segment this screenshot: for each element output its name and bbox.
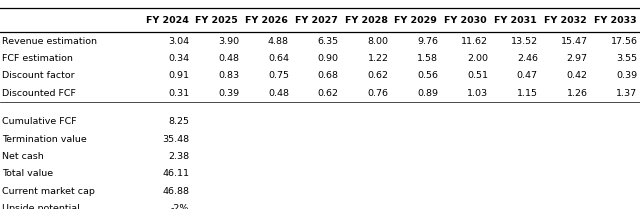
Text: 15.47: 15.47 <box>561 37 588 46</box>
Text: 0.83: 0.83 <box>218 71 239 80</box>
Text: 2.00: 2.00 <box>467 54 488 63</box>
Text: FY 2031: FY 2031 <box>494 16 537 25</box>
Text: 1.37: 1.37 <box>616 89 637 98</box>
Text: 0.75: 0.75 <box>268 71 289 80</box>
Text: Termination value: Termination value <box>2 135 86 144</box>
Text: 46.88: 46.88 <box>163 187 189 196</box>
Text: 3.90: 3.90 <box>218 37 239 46</box>
Text: Discounted FCF: Discounted FCF <box>2 89 76 98</box>
Text: 8.00: 8.00 <box>367 37 388 46</box>
Text: Revenue estimation: Revenue estimation <box>2 37 97 46</box>
Text: FY 2027: FY 2027 <box>295 16 338 25</box>
Text: 0.76: 0.76 <box>367 89 388 98</box>
Text: 0.39: 0.39 <box>616 71 637 80</box>
Text: FY 2033: FY 2033 <box>594 16 636 25</box>
Text: 0.48: 0.48 <box>218 54 239 63</box>
Text: FY 2028: FY 2028 <box>345 16 388 25</box>
Text: -2%: -2% <box>171 204 189 209</box>
Text: 1.15: 1.15 <box>517 89 538 98</box>
Text: 0.64: 0.64 <box>268 54 289 63</box>
Text: FY 2024: FY 2024 <box>145 16 188 25</box>
Text: 0.34: 0.34 <box>168 54 189 63</box>
Text: FY 2029: FY 2029 <box>394 16 437 25</box>
Text: 0.39: 0.39 <box>218 89 239 98</box>
Text: 2.46: 2.46 <box>517 54 538 63</box>
Text: 46.11: 46.11 <box>163 169 189 178</box>
Text: 0.51: 0.51 <box>467 71 488 80</box>
Text: 0.68: 0.68 <box>317 71 339 80</box>
Text: 0.62: 0.62 <box>317 89 339 98</box>
Text: 13.52: 13.52 <box>511 37 538 46</box>
Text: 0.31: 0.31 <box>168 89 189 98</box>
Text: Discount factor: Discount factor <box>2 71 74 80</box>
Text: 17.56: 17.56 <box>611 37 637 46</box>
Text: 8.25: 8.25 <box>168 117 189 126</box>
Text: 11.62: 11.62 <box>461 37 488 46</box>
Text: FCF estimation: FCF estimation <box>2 54 73 63</box>
Text: 1.58: 1.58 <box>417 54 438 63</box>
Text: Total value: Total value <box>2 169 53 178</box>
Text: 2.38: 2.38 <box>168 152 189 161</box>
Text: 9.76: 9.76 <box>417 37 438 46</box>
Text: 1.03: 1.03 <box>467 89 488 98</box>
Text: 0.89: 0.89 <box>417 89 438 98</box>
Text: FY 2032: FY 2032 <box>544 16 587 25</box>
Text: Net cash: Net cash <box>2 152 44 161</box>
Text: FY 2025: FY 2025 <box>195 16 238 25</box>
Text: FY 2030: FY 2030 <box>444 16 487 25</box>
Text: 3.55: 3.55 <box>616 54 637 63</box>
Text: 0.47: 0.47 <box>517 71 538 80</box>
Text: 6.35: 6.35 <box>317 37 339 46</box>
Text: 1.26: 1.26 <box>566 89 588 98</box>
Text: Cumulative FCF: Cumulative FCF <box>2 117 77 126</box>
Text: FY 2026: FY 2026 <box>245 16 288 25</box>
Text: 0.90: 0.90 <box>317 54 339 63</box>
Text: 1.22: 1.22 <box>367 54 388 63</box>
Text: 4.88: 4.88 <box>268 37 289 46</box>
Text: Upside potential: Upside potential <box>2 204 79 209</box>
Text: 35.48: 35.48 <box>162 135 189 144</box>
Text: Current market cap: Current market cap <box>2 187 95 196</box>
Text: 0.42: 0.42 <box>566 71 588 80</box>
Text: 3.04: 3.04 <box>168 37 189 46</box>
Text: 0.56: 0.56 <box>417 71 438 80</box>
Text: 0.48: 0.48 <box>268 89 289 98</box>
Text: 2.97: 2.97 <box>566 54 588 63</box>
Text: 0.91: 0.91 <box>168 71 189 80</box>
Text: 0.62: 0.62 <box>367 71 388 80</box>
